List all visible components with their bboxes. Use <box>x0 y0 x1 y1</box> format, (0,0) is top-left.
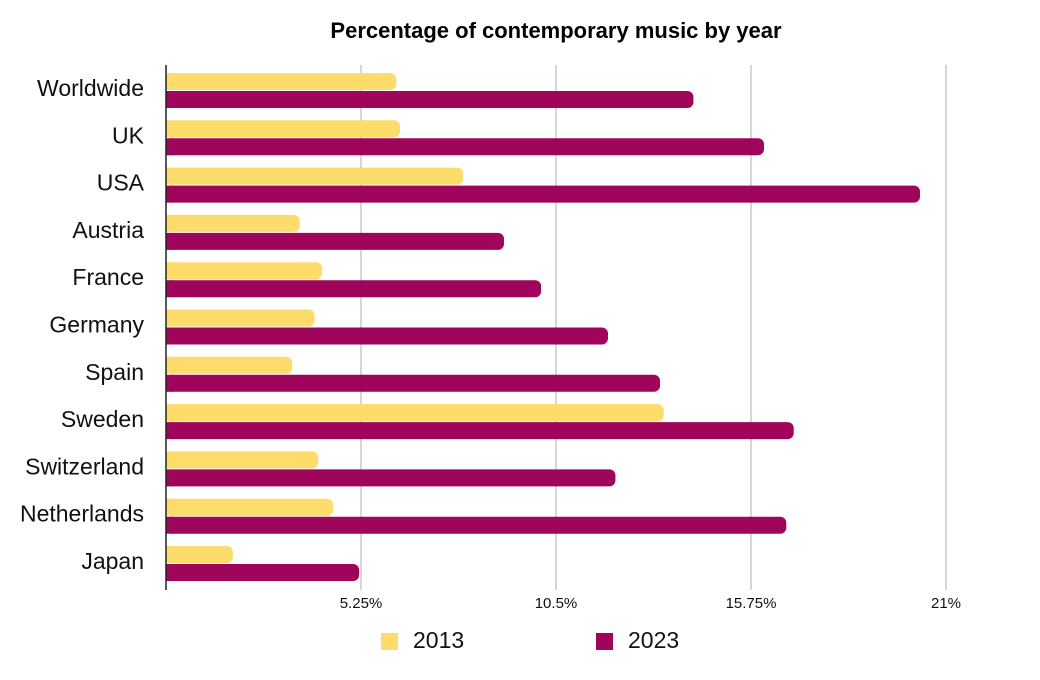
legend-swatch <box>381 633 398 650</box>
bar-2013 <box>166 309 315 327</box>
chart-title: Percentage of contemporary music by year <box>330 18 782 43</box>
category-label: Austria <box>72 217 144 243</box>
category-label: Japan <box>81 548 144 574</box>
bar-2023 <box>166 232 504 250</box>
legend: 2013 2023 <box>381 627 679 653</box>
bar-2023 <box>166 564 360 581</box>
bar-2023 <box>166 138 764 156</box>
bar-2013 <box>166 120 400 138</box>
x-tick-label: 21% <box>931 595 961 612</box>
category-label: France <box>72 264 144 290</box>
bar-2023 <box>166 469 616 487</box>
bar-2023 <box>166 374 660 392</box>
bar-2013 <box>166 546 233 563</box>
category-label: Spain <box>85 359 144 385</box>
bar-2013 <box>166 167 464 185</box>
category-label: USA <box>97 170 145 196</box>
category-label: Sweden <box>61 406 144 432</box>
bar-2023 <box>166 185 920 203</box>
category-label: Germany <box>49 312 144 338</box>
bar-2023 <box>166 422 794 440</box>
x-tick-label: 5.25% <box>340 595 383 612</box>
bars <box>166 73 920 581</box>
bar-2013 <box>166 73 397 90</box>
bar-2013 <box>166 451 319 469</box>
bar-2023 <box>166 327 608 345</box>
bar-2013 <box>166 356 293 374</box>
bar-2013 <box>166 498 334 516</box>
legend-swatch <box>596 633 613 650</box>
category-label: Worldwide <box>37 75 144 101</box>
bar-2023 <box>166 91 694 108</box>
bar-2013 <box>166 214 300 232</box>
bar-2023 <box>166 280 542 298</box>
bar-2013 <box>166 404 664 422</box>
bar-2013 <box>166 262 322 280</box>
category-label: Switzerland <box>25 453 144 479</box>
x-axis-ticks: 5.25% 10.5% 15.75% 21% <box>340 595 961 612</box>
category-label: Netherlands <box>20 501 144 527</box>
category-labels: Worldwide UK USA Austria France Germany Spain S… <box>20 75 145 574</box>
legend-label: 2023 <box>628 627 679 653</box>
x-tick-label: 10.5% <box>535 595 578 612</box>
category-label: UK <box>112 122 145 148</box>
legend-label: 2013 <box>413 627 464 653</box>
x-tick-label: 15.75% <box>726 595 777 612</box>
bar-2023 <box>166 516 787 534</box>
